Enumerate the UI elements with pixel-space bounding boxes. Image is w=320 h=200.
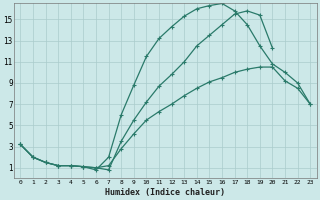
X-axis label: Humidex (Indice chaleur): Humidex (Indice chaleur) bbox=[105, 188, 225, 197]
